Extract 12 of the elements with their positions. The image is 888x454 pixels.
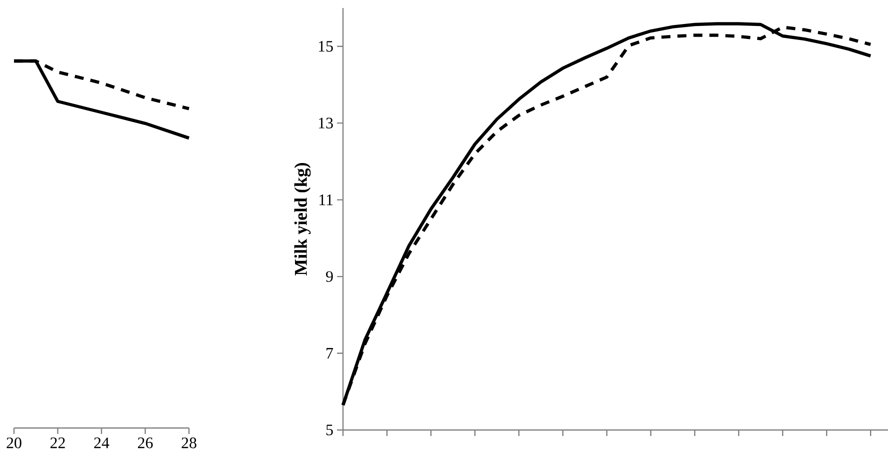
x-tick-label: 26 — [138, 438, 153, 448]
x-tick-label: 28 — [182, 438, 196, 448]
y-tick-label: 5 — [326, 424, 333, 436]
y-tick-label: 11 — [320, 194, 333, 206]
x-tick-label: 20 — [6, 438, 22, 448]
x-tick-label: 22 — [50, 438, 65, 448]
y-tick-label: 7 — [326, 348, 334, 358]
y-tick-label: 15 — [318, 41, 333, 52]
y-axis-title: Milk yield (kg) — [294, 162, 311, 276]
y-tick-label: 13 — [318, 118, 333, 128]
x-tick-label: 24 — [94, 438, 110, 448]
y-tick-label: 9 — [326, 271, 333, 282]
